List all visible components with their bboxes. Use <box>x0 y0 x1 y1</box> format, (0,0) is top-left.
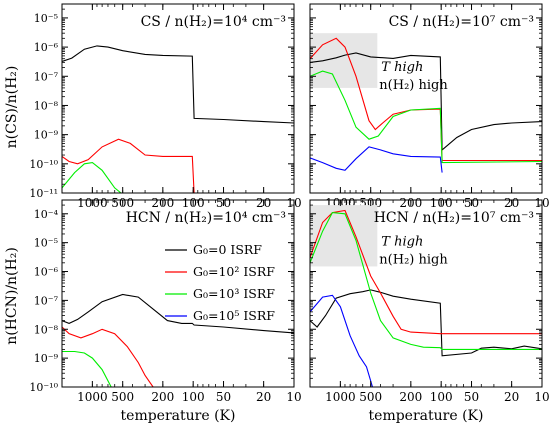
x-tick-label: 10 <box>534 390 549 404</box>
x-tick-label: 10 <box>286 390 301 404</box>
panel-title: CS / n(H₂)=10⁷ cm⁻³ <box>389 14 534 30</box>
panel-0: 1000 500 200 100 50 20 1010⁻¹¹10⁻¹⁰10⁻⁹10⁻⁸10⁻… <box>29 3 302 210</box>
plot-frame <box>309 199 543 388</box>
x-tick-label: 1000 <box>77 390 108 404</box>
plot-frame <box>61 199 295 388</box>
series-line-0 <box>62 293 294 334</box>
x-tick-label: 100 <box>430 390 453 404</box>
x-tick-label: 50 <box>464 390 479 404</box>
x-tick-label: 500 <box>111 390 134 404</box>
y-tick-label: 10⁻⁷ <box>34 70 59 83</box>
y-tick-label: 10⁻⁶ <box>34 41 59 54</box>
series-line-2 <box>62 350 112 387</box>
annotation-line1: T high <box>381 234 423 249</box>
legend-label: G₀=0 ISRF <box>193 242 262 257</box>
highlight-box <box>310 205 378 267</box>
x-tick-label: 500 <box>359 390 382 404</box>
panel-title: HCN / n(H₂)=10⁷ cm⁻³ <box>374 210 534 226</box>
x-tick-label: 100 <box>182 390 205 404</box>
series-line-0 <box>310 52 542 152</box>
y-tick-label: 10⁻⁶ <box>34 266 59 279</box>
series-line-2 <box>310 212 542 350</box>
y-tick-label: 10⁻¹⁰ <box>29 158 58 171</box>
x-tick-label: 1000 <box>325 390 356 404</box>
series-line-3 <box>310 294 374 387</box>
y-tick-label: 10⁻⁸ <box>34 323 59 336</box>
panel-2: 1000 500 200 100 50 20 10 10⁻¹⁰ 10⁻⁹ 10⁻⁸ 10⁻⁷ 10⁻⁶… <box>29 199 302 404</box>
series-line-0 <box>62 45 294 124</box>
series-line-1 <box>62 138 195 193</box>
x-tick-label: 20 <box>504 390 519 404</box>
series-line-2 <box>310 70 542 164</box>
y-tick-label: 10⁻⁵ <box>34 237 58 250</box>
legend-label: G₀=10³ ISRF <box>193 286 275 301</box>
xlabel-left: temperature (K) <box>121 408 236 424</box>
panel-title: HCN / n(H₂)=10⁴ cm⁻³ <box>126 210 286 226</box>
series-line-3 <box>310 146 443 173</box>
annotation-line2: n(H₂) high <box>379 78 448 93</box>
panel-3: 1000 500 200 100 50 20 10 HCN / n(H₂)=10⁷ cm⁻³ T… <box>309 199 550 404</box>
panel-title: CS / n(H₂)=10⁴ cm⁻³ <box>141 14 286 30</box>
legend-label: G₀=10² ISRF <box>193 264 275 279</box>
y-tick-label: 10⁻⁴ <box>34 208 59 221</box>
series-line-0 <box>310 289 542 357</box>
annotation-line1: T high <box>381 60 423 75</box>
y-tick-label: 10⁻¹¹ <box>29 187 58 200</box>
y-tick-label: 10⁻⁹ <box>34 352 59 365</box>
plot-frame <box>61 3 295 194</box>
annotation-line2: n(H₂) high <box>379 252 448 267</box>
y-tick-label: 10⁻⁷ <box>34 294 59 307</box>
series-line-2 <box>62 162 122 193</box>
series-line-1 <box>62 326 154 387</box>
y-tick-label: 10⁻⁸ <box>34 99 59 112</box>
y-tick-label: 10⁻¹⁰ <box>29 381 58 394</box>
x-tick-label: 200 <box>399 390 422 404</box>
x-tick-label: 200 <box>151 390 174 404</box>
ylabel-top: n(CS)/n(H₂) <box>4 66 20 149</box>
y-tick-label: 10⁻⁵ <box>34 12 58 25</box>
ylabel-bottom: n(HCN)/n(H₂) <box>4 247 20 345</box>
xlabel-right: temperature (K) <box>369 408 484 424</box>
y-tick-label: 10⁻⁹ <box>34 129 59 142</box>
x-tick-label: 50 <box>216 390 231 404</box>
legend-label: G₀=10⁵ ISRF <box>193 308 275 323</box>
plot-frame <box>309 3 543 194</box>
x-tick-label: 20 <box>256 390 271 404</box>
highlight-box <box>310 33 378 88</box>
